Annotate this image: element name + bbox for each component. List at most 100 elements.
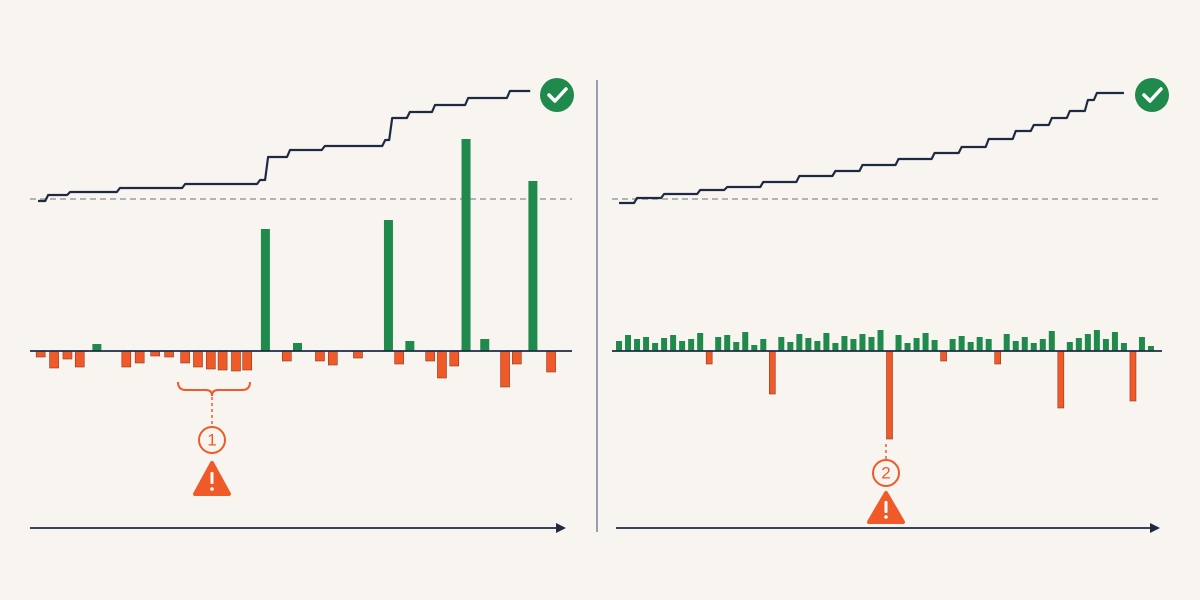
bar bbox=[193, 350, 203, 368]
bar bbox=[1147, 346, 1154, 351]
bar bbox=[634, 339, 641, 351]
warning-icon bbox=[193, 461, 231, 496]
bar bbox=[1129, 350, 1137, 402]
bar bbox=[949, 339, 956, 351]
annotation-label: 1 bbox=[207, 430, 216, 449]
bar bbox=[778, 337, 785, 351]
bar bbox=[328, 350, 338, 366]
bar bbox=[217, 350, 228, 371]
bar bbox=[760, 339, 767, 351]
bar bbox=[625, 335, 632, 351]
bar bbox=[242, 350, 253, 371]
bar bbox=[1021, 337, 1028, 351]
bar bbox=[661, 338, 668, 351]
bar bbox=[293, 343, 302, 351]
bar bbox=[967, 342, 974, 351]
bar bbox=[425, 350, 435, 362]
bar bbox=[931, 340, 938, 351]
bar bbox=[787, 342, 794, 351]
bar bbox=[134, 350, 145, 364]
bar bbox=[512, 350, 522, 365]
bar bbox=[1048, 331, 1055, 351]
bar bbox=[49, 350, 59, 369]
bar bbox=[796, 334, 803, 351]
bar bbox=[616, 341, 623, 351]
bar bbox=[405, 341, 415, 351]
bar bbox=[670, 335, 677, 351]
bar bbox=[958, 336, 965, 351]
bar bbox=[546, 350, 556, 373]
bar bbox=[231, 350, 241, 372]
bar bbox=[742, 332, 749, 351]
bar bbox=[260, 229, 270, 351]
bar bbox=[904, 343, 911, 351]
bar bbox=[841, 336, 848, 351]
bar bbox=[985, 339, 992, 351]
bar bbox=[850, 339, 857, 351]
bar bbox=[832, 343, 839, 351]
bar bbox=[1075, 338, 1082, 351]
cumulative-line bbox=[38, 89, 531, 203]
annotation-label: 2 bbox=[881, 463, 890, 482]
bar bbox=[652, 343, 659, 351]
bar bbox=[751, 345, 758, 351]
bar bbox=[1003, 334, 1010, 351]
bar bbox=[383, 220, 393, 351]
bar bbox=[868, 337, 875, 351]
bar bbox=[1138, 337, 1145, 351]
bar bbox=[697, 333, 704, 351]
cumulative-line bbox=[619, 91, 1124, 205]
bar bbox=[1057, 350, 1065, 409]
bar bbox=[180, 350, 190, 364]
bar bbox=[1120, 343, 1127, 351]
bar bbox=[724, 335, 731, 351]
bar bbox=[823, 333, 830, 351]
bar bbox=[1039, 339, 1046, 351]
bar bbox=[92, 344, 102, 351]
bar bbox=[877, 330, 884, 351]
warning-icon bbox=[867, 491, 905, 524]
bar bbox=[643, 337, 650, 351]
brace bbox=[177, 381, 251, 397]
bar bbox=[994, 350, 1002, 365]
bar bbox=[528, 181, 538, 351]
bar bbox=[913, 338, 920, 351]
bar bbox=[62, 350, 73, 360]
annotation-circle bbox=[872, 459, 900, 487]
axis-arrow bbox=[1150, 523, 1160, 533]
bar bbox=[394, 350, 404, 365]
bar bbox=[1084, 334, 1091, 351]
bar bbox=[768, 350, 776, 395]
bar bbox=[121, 350, 132, 368]
check-icon bbox=[540, 78, 574, 112]
bar bbox=[715, 337, 722, 351]
check-icon bbox=[1135, 78, 1169, 112]
bar bbox=[733, 342, 740, 351]
bar bbox=[814, 341, 821, 351]
bar bbox=[922, 333, 929, 351]
bar bbox=[886, 350, 893, 440]
bar bbox=[1012, 341, 1019, 351]
bar bbox=[74, 350, 85, 368]
bar bbox=[859, 334, 866, 351]
bar bbox=[940, 350, 947, 362]
bar bbox=[1066, 342, 1073, 351]
bar bbox=[449, 350, 460, 367]
bar bbox=[688, 339, 695, 351]
bar bbox=[1102, 339, 1109, 351]
bar bbox=[500, 350, 510, 388]
bar bbox=[1093, 330, 1100, 351]
annotation-circle bbox=[198, 426, 226, 454]
axis-arrow bbox=[556, 523, 566, 533]
bar bbox=[895, 335, 902, 351]
bar bbox=[805, 338, 812, 351]
bar bbox=[461, 139, 471, 351]
bar bbox=[1030, 343, 1037, 351]
bar bbox=[679, 341, 686, 351]
bar bbox=[480, 339, 490, 351]
bar bbox=[206, 350, 216, 370]
bar bbox=[976, 337, 983, 351]
